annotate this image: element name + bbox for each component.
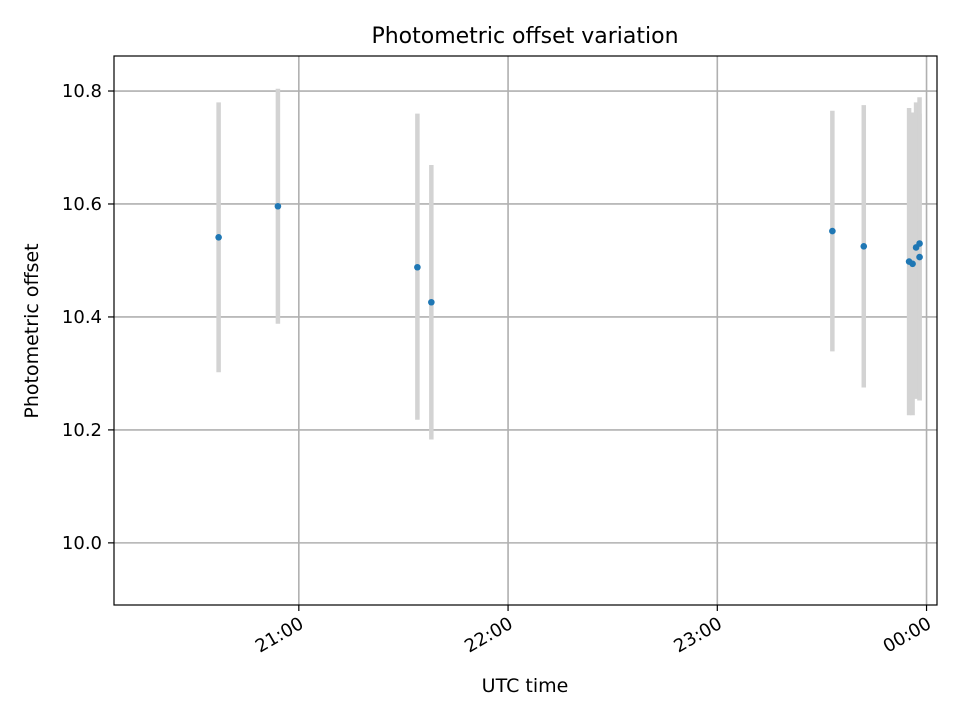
data-point (274, 202, 282, 210)
y-axis-label: Photometric offset (21, 243, 43, 418)
y-tick-label: 10.0 (62, 533, 102, 554)
plot-area-frame (113, 55, 938, 606)
data-point (414, 263, 421, 271)
grid (114, 56, 937, 605)
y-tick-label: 10.6 (62, 194, 102, 215)
data-point (916, 240, 923, 247)
y-tick-label: 10.2 (62, 420, 102, 441)
data-point (215, 234, 222, 241)
data-point (909, 260, 916, 268)
y-tick-label: 10.4 (62, 307, 102, 328)
y-tick-label: 10.8 (62, 81, 102, 102)
x-axis-label: UTC time (482, 675, 569, 697)
chart-title: Photometric offset variation (371, 24, 678, 49)
data-point (860, 243, 868, 250)
data-points (215, 202, 923, 306)
data-point (428, 298, 435, 306)
data-point (916, 253, 923, 261)
data-point (829, 227, 836, 235)
